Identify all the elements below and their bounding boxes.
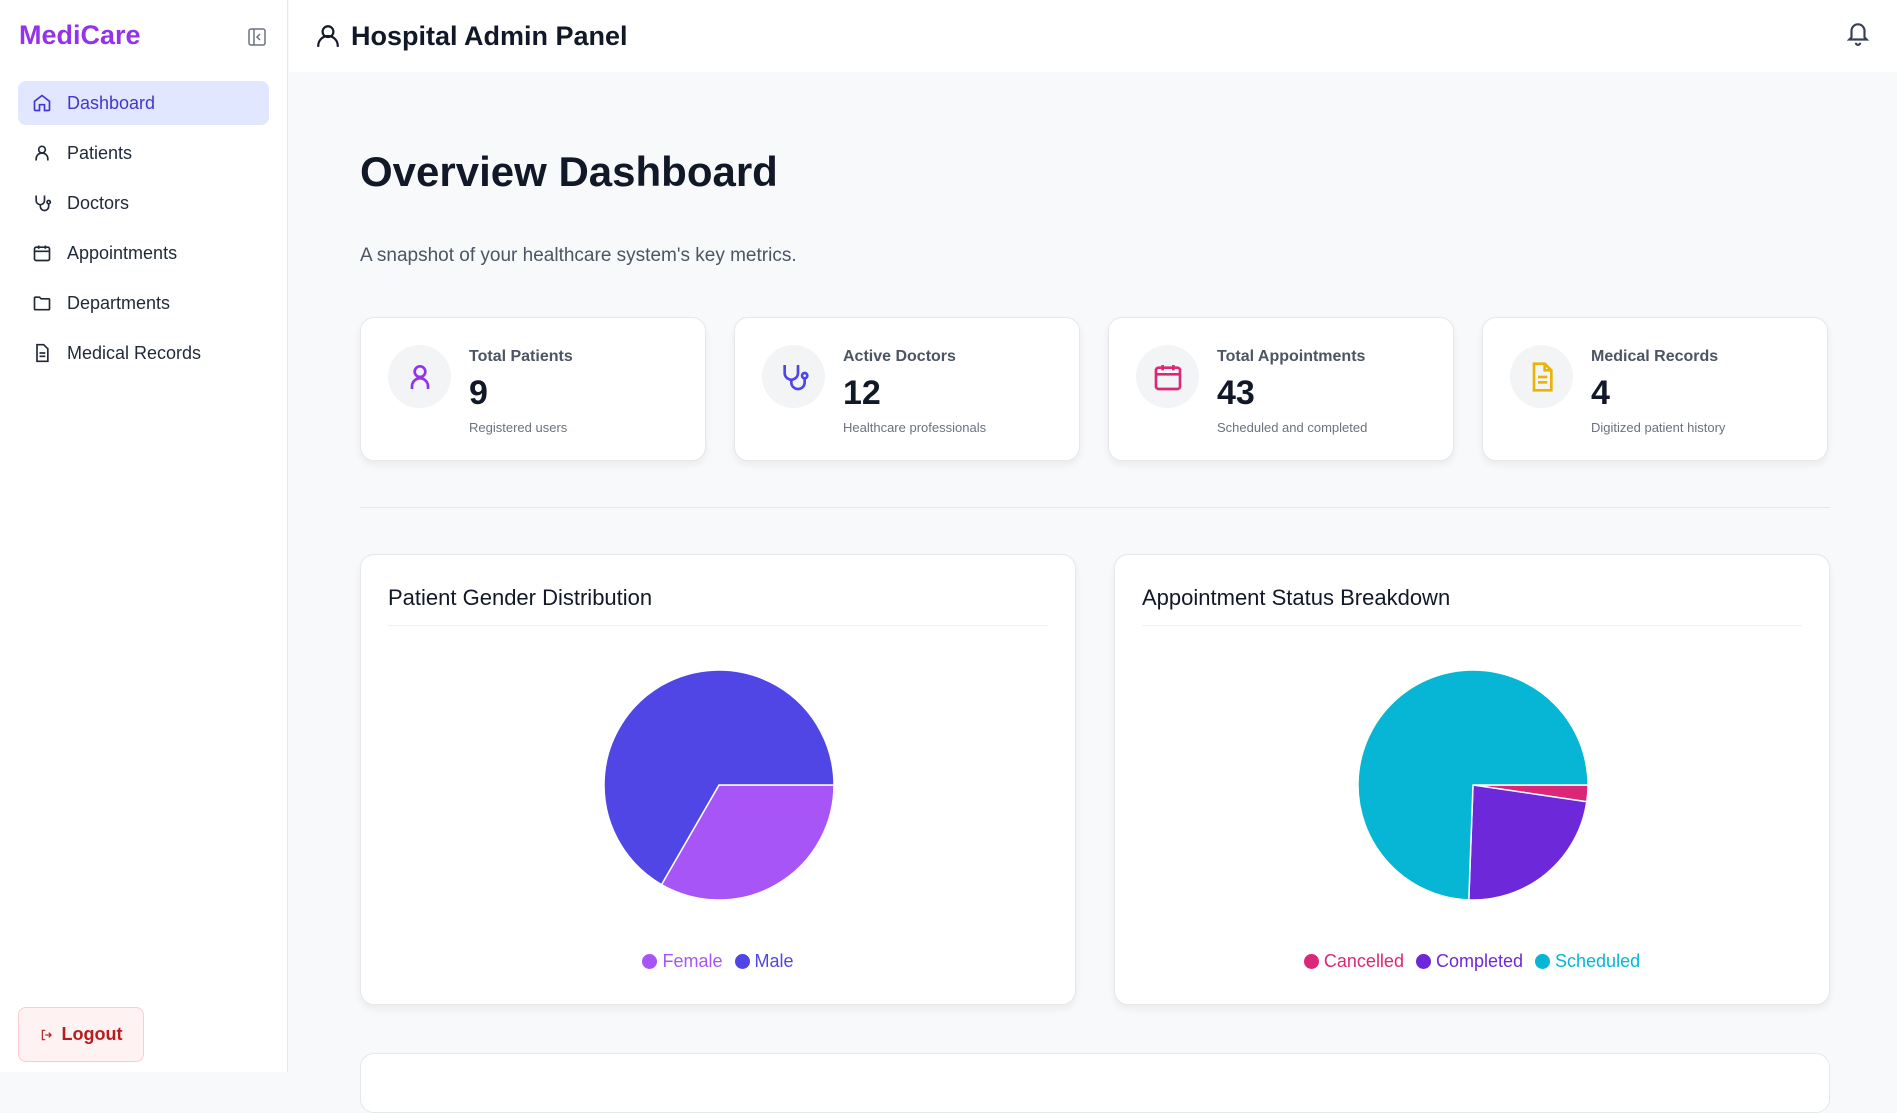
appointment-pie-chart <box>1357 669 1589 901</box>
logout-label: Logout <box>61 1024 123 1044</box>
chart-title: Patient Gender Distribution <box>388 585 653 610</box>
stat-desc: Healthcare professionals <box>843 420 987 435</box>
legend-label: Scheduled <box>1555 951 1641 971</box>
stat-label: Total Appointments <box>1217 348 1366 365</box>
logout-button[interactable]: Logout <box>18 1007 144 1062</box>
sidebar-item-label: Appointments <box>67 242 178 263</box>
chart-legend: Cancelled Completed Scheduled <box>1115 951 1829 972</box>
user-icon <box>35 145 49 161</box>
stat-desc: Scheduled and completed <box>1217 420 1368 435</box>
divider <box>360 507 1830 508</box>
sidebar-item-label: Doctors <box>67 192 130 213</box>
legend-label: Completed <box>1435 951 1524 971</box>
pie-slice-completed[interactable] <box>1468 784 1588 901</box>
stat-label: Active Doctors <box>843 348 956 365</box>
sidebar-item-dashboard[interactable]: Dashboard <box>18 81 269 125</box>
legend-label: Male <box>754 951 794 971</box>
stat-label: Total Patients <box>469 348 573 365</box>
sidebar-item-doctors[interactable]: Doctors <box>18 181 269 225</box>
app-logo: MediCare <box>19 20 141 50</box>
legend-dot <box>734 954 750 969</box>
chart-legend: Female Male <box>361 951 1075 972</box>
stat-card-records: Medical Records 4 Digitized patient hist… <box>1482 317 1828 461</box>
sidebar-item-label: Medical Records <box>67 342 202 363</box>
legend-dot <box>1535 954 1551 969</box>
stethoscope-icon <box>35 195 52 212</box>
pie-slice-scheduled[interactable] <box>1357 669 1589 901</box>
sidebar-item-label: Departments <box>67 292 171 313</box>
stat-value: 43 <box>1217 374 1255 412</box>
sidebar-item-appointments[interactable]: Appointments <box>18 231 269 275</box>
stat-desc: Registered users <box>469 420 568 435</box>
user-icon <box>410 364 429 389</box>
legend-dot <box>1415 954 1431 969</box>
file-text-icon <box>36 343 49 363</box>
logout-icon <box>41 1029 52 1040</box>
stat-value: 4 <box>1591 374 1610 412</box>
legend-item-cancelled[interactable]: Cancelled <box>1303 951 1404 972</box>
legend-item-completed[interactable]: Completed <box>1415 951 1524 972</box>
top-header: Hospital Admin Panel <box>289 0 1897 72</box>
stats-row: Total Patients 9 Registered users Active… <box>360 317 1828 461</box>
folder-icon <box>33 296 51 311</box>
stat-label: Medical Records <box>1591 348 1719 365</box>
pie-slice-male[interactable] <box>603 669 835 886</box>
gender-pie-chart <box>603 669 835 901</box>
legend-dot <box>1303 954 1319 969</box>
legend-dot <box>642 954 658 969</box>
pie-slice-female[interactable] <box>660 784 835 901</box>
user-icon <box>317 25 339 47</box>
sidebar: MediCare Dashboard Patients Doctors Appo… <box>0 0 288 1072</box>
sidebar-nav: Dashboard Patients Doctors Appointments … <box>18 81 269 381</box>
header-title: Hospital Admin Panel <box>351 20 628 51</box>
stethoscope-icon <box>782 364 809 390</box>
calendar-icon <box>1154 364 1181 390</box>
sidebar-item-label: Patients <box>67 142 133 163</box>
legend-item-female[interactable]: Female <box>642 951 723 972</box>
page-subtitle: A snapshot of your healthcare system's k… <box>360 245 797 266</box>
page-title: Overview Dashboard <box>360 148 778 195</box>
file-text-icon <box>1532 361 1553 392</box>
sidebar-item-medical-records[interactable]: Medical Records <box>18 331 269 375</box>
stat-desc: Digitized patient history <box>1591 420 1726 435</box>
calendar-icon <box>33 245 51 262</box>
stat-card-appointments: Total Appointments 43 Scheduled and comp… <box>1108 317 1454 461</box>
sidebar-collapse-icon[interactable] <box>247 27 267 47</box>
legend-item-male[interactable]: Male <box>734 951 794 972</box>
stat-card-doctors: Active Doctors 12 Healthcare professiona… <box>734 317 1080 461</box>
legend-item-scheduled[interactable]: Scheduled <box>1535 951 1640 972</box>
sidebar-item-patients[interactable]: Patients <box>18 131 269 175</box>
bell-icon[interactable] <box>1845 20 1871 46</box>
legend-label: Female <box>662 951 723 971</box>
home-icon <box>33 94 51 112</box>
gender-chart-card: Patient Gender Distribution Female Male <box>360 554 1076 1005</box>
bottom-card <box>360 1053 1830 1113</box>
appointment-chart-card: Appointment Status Breakdown Cancelled Co… <box>1114 554 1830 1005</box>
legend-label: Cancelled <box>1323 951 1404 971</box>
chart-title: Appointment Status Breakdown <box>1142 585 1451 610</box>
stat-value: 12 <box>843 374 881 412</box>
stat-value: 9 <box>469 374 488 412</box>
stat-card-patients: Total Patients 9 Registered users <box>360 317 706 461</box>
sidebar-item-label: Dashboard <box>67 92 156 113</box>
sidebar-item-departments[interactable]: Departments <box>18 281 269 325</box>
